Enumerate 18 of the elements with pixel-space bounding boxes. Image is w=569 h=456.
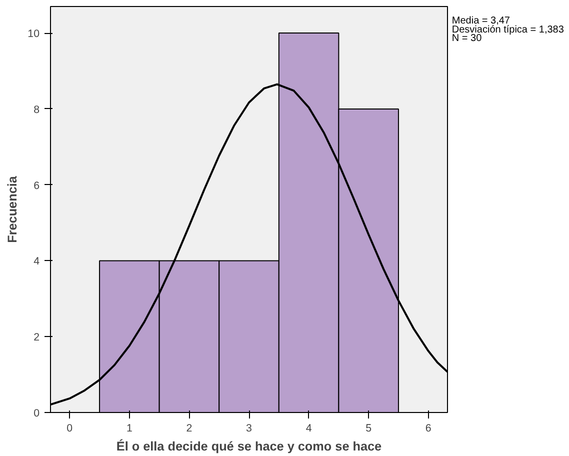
text: Media = 3,47	[452, 15, 510, 26]
text: N = 30	[452, 33, 482, 44]
x-tick-label: 0	[66, 422, 73, 434]
y-tick-label: 4	[34, 256, 40, 268]
x-axis-title: Él o ella decide qué se hace y como se hace	[116, 438, 382, 454]
y-tick-label: 6	[34, 180, 40, 192]
x-tick-label: 4	[306, 422, 312, 434]
y-axis-title: Frecuencia	[6, 175, 20, 243]
x-tick-label: 1	[126, 422, 132, 434]
text: Desviación típica = 1,383	[452, 24, 564, 36]
x-tick-label: 2	[186, 422, 192, 434]
y-tick-label: 10	[28, 28, 40, 40]
y-tick-label: 0	[34, 408, 40, 420]
y-tick-label: 2	[34, 332, 40, 344]
x-tick-label: 3	[246, 422, 252, 434]
x-tick-label: 5	[366, 422, 372, 434]
x-tick-label: 6	[425, 422, 432, 434]
y-tick-label: 8	[34, 104, 40, 116]
